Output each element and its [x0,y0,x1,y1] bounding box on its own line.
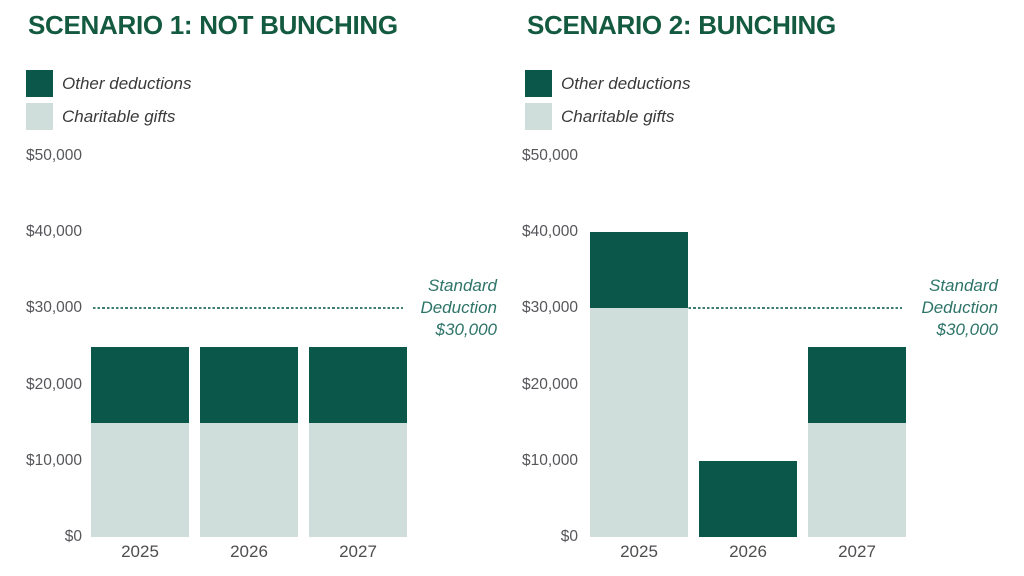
x-axis-label-2026: 2026 [729,542,767,561]
legend-item-other-deductions: Other deductions [525,70,690,97]
scenario-2-panel: SCENARIO 2: BUNCHING Other deductions Ch… [512,0,1024,576]
y-axis-tick-label: $10,000 [521,451,578,469]
y-axis-tick-label: $20,000 [25,375,82,393]
standard-deduction-label-line: Deduction [921,298,998,318]
bar-segment-2026-other-deductions [699,460,797,537]
scenario-1-title: SCENARIO 1: NOT BUNCHING [28,10,398,40]
y-axis-tick-label: $30,000 [521,299,578,317]
other-deductions-swatch [26,70,53,97]
x-axis-label-2027: 2027 [339,542,377,561]
x-axis-label-2027: 2027 [838,542,876,561]
standard-deduction-line [93,307,403,309]
scenario-1-panel: SCENARIO 1: NOT BUNCHING Other deduction… [25,10,497,561]
standard-deduction-label-line: $30,000 [936,320,998,340]
legend-item-other-deductions: Other deductions [26,70,191,97]
bar-segment-2025-other-deductions [590,232,688,309]
scenario-1-chart: $0 $10,000 $20,000 $30,000 $40,000 $50,000 Sta… [25,147,497,561]
standard-deduction-label-line: Deduction [420,298,497,318]
legend-label-other-deductions: Other deductions [561,73,691,93]
legend-label-charitable-gifts: Charitable gifts [62,106,176,126]
bar-segment-2027-charitable-gifts [309,422,407,537]
bar-segment-2025-other-deductions [91,346,189,423]
other-deductions-swatch [525,70,552,97]
bar-segment-2027-charitable-gifts [808,422,906,537]
y-axis-tick-label: $30,000 [25,299,82,317]
scenario-2-title: SCENARIO 2: BUNCHING [527,10,836,40]
charitable-gifts-swatch [525,103,552,130]
standard-deduction-label-line: Standard [428,276,497,296]
bar-segment-2025-charitable-gifts [91,422,189,537]
legend-item-charitable-gifts: Charitable gifts [26,103,175,130]
standard-deduction-label: Standard Deduction $30,000 [921,275,998,341]
y-axis-tick-label: $40,000 [25,223,82,241]
x-axis-label-2025: 2025 [620,542,658,561]
standard-deduction-label-line: $30,000 [435,320,497,340]
y-axis-tick-label: $10,000 [25,451,82,469]
legend-label-other-deductions: Other deductions [62,73,192,93]
standard-deduction-label: Standard Deduction $30,000 [420,275,497,341]
bar-segment-2025-charitable-gifts [590,308,688,537]
charitable-gifts-swatch [26,103,53,130]
y-axis-tick-label: $0 [64,528,82,545]
y-axis-tick-label: $20,000 [521,375,578,393]
legend-item-charitable-gifts: Charitable gifts [525,103,674,130]
bar-segment-2027-other-deductions [309,346,407,423]
bar-segment-2026-charitable-gifts [200,422,298,537]
standard-deduction-label-line: Standard [929,276,998,296]
y-axis-tick-label: $50,000 [25,147,82,164]
legend-label-charitable-gifts: Charitable gifts [561,106,675,126]
y-axis-tick-label: $40,000 [521,223,578,241]
standard-deduction-line [592,307,902,309]
x-axis-label-2025: 2025 [121,542,159,561]
y-axis-tick-label: $50,000 [521,147,578,164]
x-axis-label-2026: 2026 [230,542,268,561]
bar-segment-2026-other-deductions [200,346,298,423]
scenario-2-chart: $0 $10,000 $20,000 $30,000 $40,000 $50,000 Sta… [512,0,1024,576]
y-axis-tick-label: $0 [560,528,578,545]
bar-segment-2027-other-deductions [808,346,906,423]
